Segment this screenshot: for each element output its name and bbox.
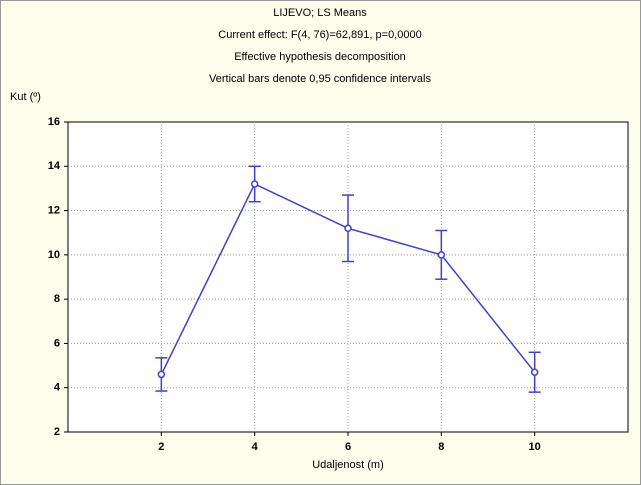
x-axis-label: Udaljenost (m) [312, 459, 384, 471]
y-tick-label: 12 [48, 204, 60, 216]
y-tick-label: 16 [48, 116, 60, 128]
point [157, 370, 166, 379]
x-tick-label: 8 [438, 441, 444, 453]
subtitle: Current effect: F(4, 76)=62,891, p=0,000… [218, 29, 421, 41]
subtitle: Vertical bars denote 0,95 confidence int… [209, 73, 431, 85]
point [344, 224, 352, 233]
x-tick-label: 4 [252, 441, 259, 453]
y-axis-label: Kut (º) [10, 91, 41, 103]
point [437, 251, 446, 259]
y-tick-label: 2 [54, 426, 60, 438]
x-tick-label: 6 [345, 441, 351, 453]
point [530, 368, 539, 376]
y-tick-label: 10 [48, 249, 60, 261]
point [250, 180, 259, 188]
y-tick-label: 4 [54, 382, 61, 394]
plot-area [67, 121, 629, 433]
subtitle: Effective hypothesis decomposition [234, 51, 406, 63]
chart-title: LIJEVO; LS Means [273, 7, 367, 19]
y-tick-label: 6 [54, 337, 60, 349]
x-tick-label: 2 [158, 441, 164, 453]
y-tick-label: 8 [54, 293, 60, 305]
y-tick-label: 14 [48, 160, 61, 172]
x-tick-label: 10 [529, 441, 541, 453]
